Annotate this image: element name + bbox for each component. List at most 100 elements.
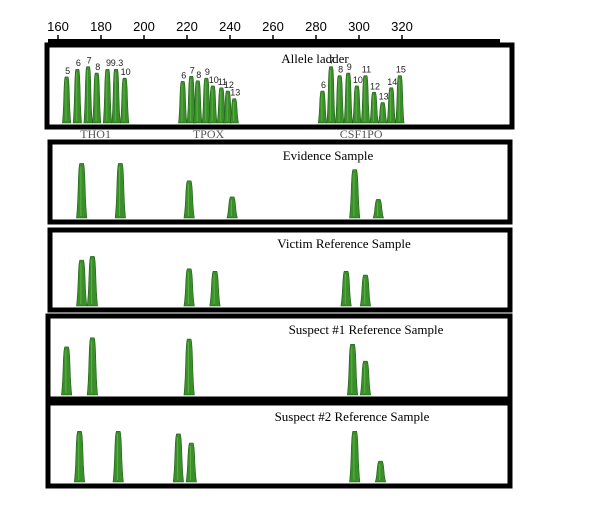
scale-tick-label: 180 [90, 19, 112, 34]
allele-label: 5 [65, 66, 70, 76]
peak [76, 163, 88, 219]
peak [183, 338, 195, 396]
allele-label: 9 [205, 67, 210, 77]
peak [112, 431, 124, 483]
allele-label: 9 [347, 62, 352, 72]
peak [226, 196, 238, 219]
peak [340, 270, 352, 307]
peak [76, 259, 88, 307]
locus-tho1: 56 78 9 9.310 [62, 56, 131, 124]
peak [386, 87, 396, 124]
peak [193, 80, 203, 124]
size-scale: 160 180 200 220 240 260 280 300 320 [47, 19, 500, 44]
peak [72, 68, 82, 124]
panel-frame [45, 313, 513, 402]
scale-tick-label: 320 [391, 19, 413, 34]
peak [349, 169, 361, 219]
panel-sample-3: Suspect #1 Reference Sample [45, 313, 513, 402]
scale-tick-label: 200 [133, 19, 155, 34]
peak [374, 460, 387, 483]
peak [86, 337, 98, 396]
peak [229, 98, 239, 124]
locus-label: TPOX [193, 127, 225, 141]
scale-tick-label: 260 [262, 19, 284, 34]
peak [92, 72, 102, 124]
allele-label: 10 [121, 67, 131, 77]
peak [359, 274, 372, 307]
peak [86, 256, 98, 307]
peak [83, 66, 93, 124]
allele-label: 12 [224, 80, 234, 90]
panel-title: Evidence Sample [283, 148, 374, 163]
allele-label: 12 [370, 81, 380, 91]
allele-label: 7 [190, 65, 195, 75]
peak [395, 75, 405, 124]
peak [347, 344, 359, 396]
panel-frame [47, 227, 513, 313]
peak [326, 66, 336, 124]
peak [178, 81, 188, 124]
locus-label: CSF1PO [340, 127, 383, 141]
allele-label: 11 [362, 65, 371, 75]
panel-title: Victim Reference Sample [277, 236, 411, 251]
allele-label: 9.3 [111, 58, 124, 68]
peak [183, 180, 195, 219]
peak [209, 270, 221, 307]
allele-label: 8 [196, 70, 201, 80]
scale-tick-label: 280 [305, 19, 327, 34]
allele-label: 8 [338, 65, 343, 75]
peak [172, 433, 184, 483]
peak [61, 346, 73, 396]
allele-label: 8 [95, 62, 100, 72]
peak [185, 442, 197, 483]
peak [360, 75, 370, 124]
panel-sample-1: Evidence Sample [47, 139, 513, 225]
panel-title: Suspect #1 Reference Sample [289, 322, 444, 337]
allele-label: 7 [330, 56, 335, 66]
peak [359, 360, 372, 396]
peak [62, 76, 72, 124]
peak [317, 90, 327, 124]
scale-tick-label: 240 [219, 19, 241, 34]
panel-title: Allele ladder [281, 51, 349, 66]
panel-sample-2: Victim Reference Sample [47, 227, 513, 313]
allele-label: 13 [230, 88, 240, 98]
peak [372, 199, 384, 219]
allele-label: 14 [387, 77, 397, 87]
peak [349, 431, 361, 483]
allele-label: 10 [209, 75, 219, 85]
allele-label: 10 [353, 75, 363, 85]
allele-label: 9 [106, 58, 111, 68]
peak [208, 85, 218, 124]
scale-tick-label: 300 [348, 19, 370, 34]
peak [352, 85, 362, 124]
panel-title: Suspect #2 Reference Sample [275, 409, 430, 424]
allele-label: 6 [181, 70, 186, 80]
peak [369, 91, 379, 124]
allele-label: 6 [76, 58, 81, 68]
allele-label: 11 [218, 77, 227, 87]
locus-label: THO1 [80, 127, 111, 141]
allele-label: 13 [379, 92, 389, 102]
peak [378, 102, 388, 124]
peak [343, 72, 353, 124]
peak [111, 68, 121, 124]
peak [183, 268, 195, 307]
panel-frame [47, 139, 513, 225]
allele-label: 15 [396, 65, 406, 75]
scale-tick-label: 160 [47, 19, 69, 34]
panel-frame [44, 42, 515, 130]
panel-frame [45, 400, 513, 489]
peak [120, 77, 130, 124]
peak [114, 163, 126, 219]
scale-tick-label: 220 [176, 19, 198, 34]
peak [102, 68, 112, 124]
peak [73, 431, 86, 483]
allele-label: 7 [87, 56, 92, 66]
peak [335, 75, 345, 124]
allele-label: 6 [321, 80, 326, 90]
